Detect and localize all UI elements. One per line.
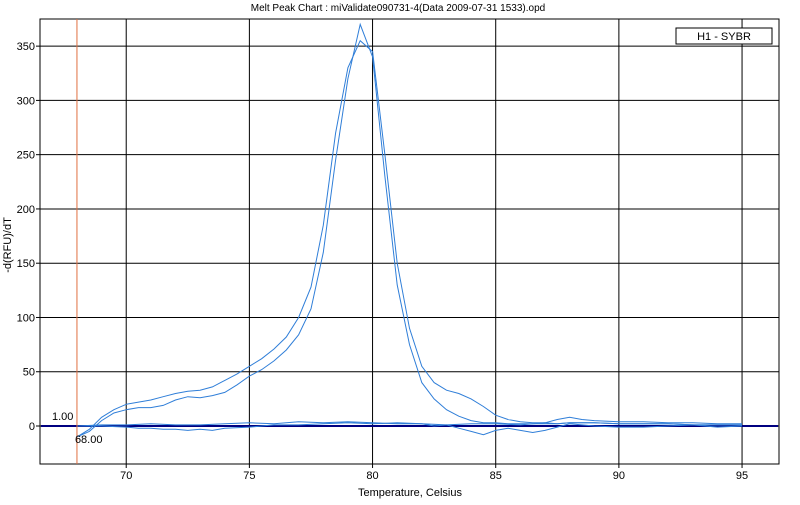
legend-entry-h1-sybr: H1 - SYBR [697, 31, 751, 43]
y-tick-label: 200 [17, 204, 35, 216]
cursor-temperature-label: 68.00 [75, 434, 103, 446]
legend: H1 - SYBR [675, 27, 773, 45]
series-line-4 [76, 416, 742, 427]
y-tick-label: 150 [17, 258, 35, 270]
legend-frame [675, 27, 773, 45]
y-tick-label: 100 [17, 312, 35, 324]
x-axis-label: Temperature, Celsius [358, 487, 462, 499]
axis-ticks: 70 75 80 85 90 95 0 50 100 150 200 250 300 350 [17, 41, 749, 482]
grid-lines [40, 19, 779, 464]
series-line-3 [77, 422, 743, 436]
y-tick-label: 50 [23, 367, 35, 379]
x-tick-label: 80 [366, 470, 378, 482]
x-tick-label: 85 [490, 470, 502, 482]
y-tick-label: 300 [17, 95, 35, 107]
y-tick-label: 0 [29, 421, 35, 433]
series-line-2 [76, 22, 742, 438]
chart-title: Melt Peak Chart : miValidate090731-4(Dat… [251, 3, 545, 14]
series-layer [76, 22, 743, 438]
y-tick-label: 250 [17, 150, 35, 162]
x-tick-label: 90 [613, 470, 625, 482]
threshold-value-label: 1.00 [52, 411, 73, 423]
plot-area [39, 18, 780, 465]
x-tick-label: 75 [243, 470, 255, 482]
y-tick-label: 350 [17, 41, 35, 53]
x-tick-label: 70 [120, 470, 132, 482]
y-axis-label: -d(RFU)/dT [2, 217, 14, 273]
x-tick-label: 95 [736, 470, 748, 482]
